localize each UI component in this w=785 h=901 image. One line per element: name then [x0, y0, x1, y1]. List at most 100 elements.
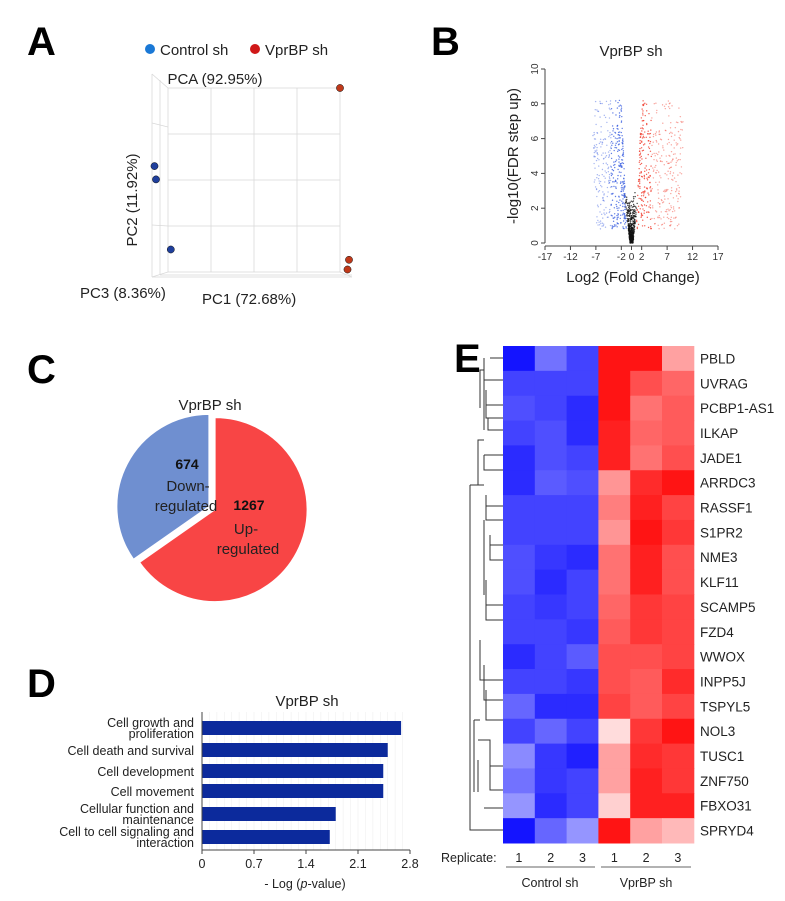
volcano-point [593, 181, 596, 183]
volcano-point [595, 188, 598, 190]
heatmap-cell [630, 693, 663, 720]
volcano-point [593, 147, 595, 149]
volcano-point [649, 187, 651, 189]
volcano-point [596, 149, 598, 151]
heatmap-cell [630, 544, 663, 571]
volcano-point [594, 150, 596, 152]
volcano-point [625, 196, 628, 198]
gene-label: RASSF1 [700, 501, 753, 516]
volcano-point [594, 138, 597, 140]
volcano-point [635, 211, 637, 214]
volcano-point [609, 208, 611, 211]
volcano-point [609, 224, 612, 227]
volcano-point [668, 141, 670, 144]
heatmap-cell [662, 370, 695, 397]
volcano-point [658, 133, 660, 136]
volcano-point [676, 224, 679, 227]
volcano-y-tick-label: 8 [530, 101, 541, 107]
heatmap-cell [662, 718, 695, 745]
heatmap-cell [534, 370, 568, 397]
heatmap-cell [630, 495, 663, 521]
volcano-point [639, 147, 641, 150]
volcano-point [620, 120, 623, 122]
volcano-point [599, 228, 602, 230]
volcano-point [597, 110, 599, 112]
gene-label: ARRDC3 [700, 476, 756, 491]
volcano-point [663, 227, 665, 229]
volcano-point [660, 224, 663, 226]
volcano-point [652, 141, 654, 143]
gene-label: ZNF750 [700, 774, 749, 789]
heatmap-cell [598, 495, 631, 521]
bar-x-tick-label: 2.1 [349, 857, 366, 871]
volcano-point [628, 202, 631, 205]
volcano-point [654, 132, 657, 135]
volcano-point [651, 153, 654, 155]
volcano-point [632, 200, 635, 202]
volcano-point [600, 203, 602, 206]
volcano-point [620, 214, 622, 216]
volcano-point [628, 235, 630, 238]
bar-category-label: Cell growth and [107, 716, 194, 730]
volcano-point [636, 227, 639, 230]
volcano-point [670, 150, 673, 153]
heatmap-cell [566, 768, 599, 794]
volcano-point [598, 174, 600, 177]
volcano-point [609, 149, 611, 152]
volcano-point [655, 152, 657, 155]
volcano-point [643, 174, 645, 177]
volcano-point [681, 129, 684, 131]
volcano-point [611, 185, 613, 188]
volcano-point [600, 131, 602, 133]
volcano-point [610, 166, 612, 168]
volcano-point [605, 172, 608, 174]
volcano-point [634, 225, 636, 228]
volcano-point [655, 172, 657, 174]
volcano-point [604, 152, 607, 154]
volcano-point [675, 195, 678, 197]
volcano-point [610, 108, 613, 110]
volcano-point [672, 158, 674, 161]
volcano-point [643, 177, 646, 180]
volcano-point [607, 216, 609, 218]
volcano-point [604, 138, 607, 141]
volcano-point [672, 179, 674, 181]
volcano-point [674, 134, 676, 136]
volcano-point [597, 206, 599, 208]
heatmap-cell [566, 619, 599, 645]
volcano-point [640, 198, 642, 200]
volcano-point [642, 144, 645, 146]
volcano-point [594, 179, 596, 181]
volcano-point [629, 212, 632, 215]
group-label-vprbp: VprBP sh [620, 876, 673, 890]
volcano-point [618, 156, 621, 158]
volcano-point [643, 103, 645, 105]
volcano-point [611, 199, 614, 201]
bar-category-label: maintenance [122, 813, 194, 827]
volcano-point [612, 181, 614, 183]
volcano-point [640, 162, 643, 165]
volcano-point [662, 201, 665, 203]
pie-chart: VprBP sh 674 Down- regulated 1267 Up- re… [116, 397, 308, 603]
volcano-point [671, 178, 673, 181]
volcano-point [645, 103, 648, 105]
volcano-point [668, 167, 671, 170]
volcano-point [634, 191, 636, 194]
panel-label-c: C [27, 348, 56, 392]
heatmap-cell [566, 445, 599, 471]
volcano-point [649, 200, 652, 202]
volcano-point [655, 131, 658, 133]
volcano-point [678, 193, 681, 195]
volcano-point [649, 132, 652, 135]
volcano-point [631, 216, 633, 219]
volcano-point [616, 214, 618, 217]
volcano-point [675, 157, 678, 159]
volcano-point [636, 226, 639, 229]
volcano-point [642, 219, 644, 221]
volcano-point [597, 191, 600, 193]
volcano-point [652, 170, 655, 173]
volcano-point [596, 152, 599, 154]
volcano-point [622, 147, 624, 150]
heatmap-cell [598, 594, 631, 620]
